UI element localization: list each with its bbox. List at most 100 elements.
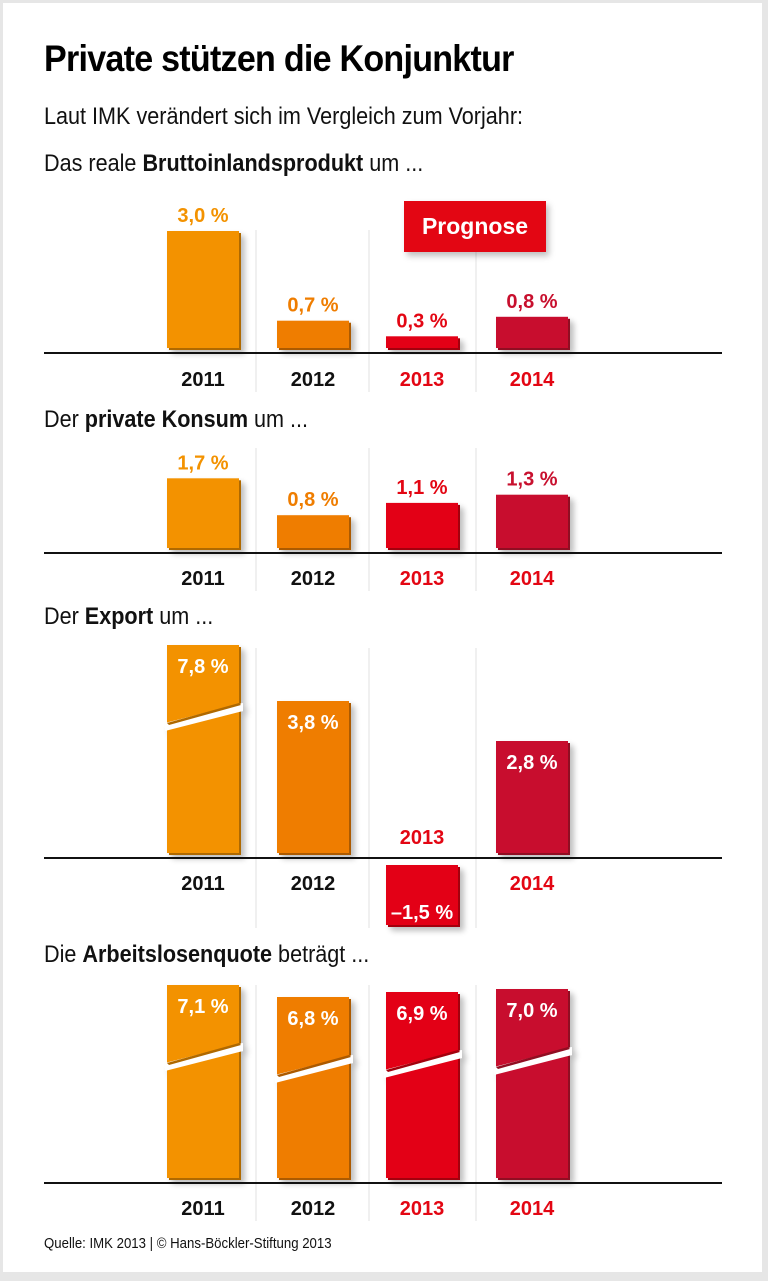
bar-break <box>165 703 243 731</box>
section-title-pre: Das reale <box>44 150 143 177</box>
prognose-badge: Prognose <box>404 201 546 252</box>
bar-face <box>386 865 458 925</box>
section-title-bold: Export <box>84 603 154 630</box>
section-title-post: beträgt ... <box>272 941 370 968</box>
section-title-post: um ... <box>248 406 309 433</box>
bar-2012 <box>275 997 353 1180</box>
year-label: 2012 <box>291 369 336 391</box>
bar-2012 <box>277 320 351 350</box>
bar-face <box>167 985 239 1178</box>
year-label: 2014 <box>510 568 555 590</box>
bar-break <box>165 1043 243 1071</box>
bar-face <box>167 478 239 548</box>
bar-2011 <box>167 231 241 350</box>
value-label: 0,8 % <box>287 489 338 511</box>
bar-face <box>386 336 458 348</box>
section-title-pre: Die <box>44 941 83 968</box>
bar-face <box>277 320 349 348</box>
section-title-bold: Bruttoinlandsprodukt <box>142 150 364 177</box>
bar-break-edge <box>496 1047 570 1069</box>
bar-2013 <box>384 992 462 1180</box>
bar-face <box>386 502 458 548</box>
bar-face <box>496 494 568 548</box>
bar-face <box>496 316 568 348</box>
section-title-bold: private Konsum <box>84 406 249 433</box>
bar-2013 <box>386 502 460 550</box>
bar-2013 <box>386 865 460 927</box>
value-label: 0,8 % <box>506 291 557 313</box>
bar-2014 <box>494 989 572 1180</box>
value-label: 1,3 % <box>506 469 557 491</box>
bar-2012 <box>277 701 351 855</box>
year-label: 2011 <box>181 369 224 391</box>
year-label: 2013 <box>400 827 445 849</box>
infographic-frame <box>3 3 762 1272</box>
bar-break-edge <box>277 1055 351 1077</box>
bar-face <box>167 231 239 348</box>
bar-break <box>494 1047 572 1075</box>
bar-break-edge <box>167 703 241 725</box>
bar-2011 <box>165 645 243 855</box>
section-title-post: um ... <box>153 603 214 630</box>
year-label: 2014 <box>510 1198 555 1220</box>
year-label: 2013 <box>400 1198 445 1220</box>
value-label: 0,7 % <box>287 295 338 317</box>
value-label: 7,8 % <box>177 656 228 678</box>
value-label: 7,1 % <box>177 996 228 1018</box>
chart-4: 7,1 % 2011 6,8 % 2012 6,9 % 2013 7,0 % 2014 <box>44 985 722 1221</box>
source-note: Quelle: IMK 2013 | © Hans-Böckler-Stiftu… <box>44 1235 332 1252</box>
section-title-gdp: Das reale Bruttoinlandsprodukt um ... <box>44 150 423 178</box>
year-label: 2011 <box>181 568 224 590</box>
bar-2013 <box>386 336 460 350</box>
bar-face <box>277 997 349 1178</box>
bar-face <box>496 741 568 853</box>
chart-1: 3,0 % 2011 0,7 % 2012 0,3 % 2013 0,8 % 2014 <box>44 205 722 392</box>
value-label: 3,8 % <box>287 712 338 734</box>
chart-2: 1,7 % 2011 0,8 % 2012 1,1 % 2013 1,3 % 2014 <box>44 448 722 591</box>
page-title: Private stützen die Konjunktur <box>44 38 514 79</box>
section-title-pre: Der <box>44 406 85 433</box>
year-label: 2012 <box>291 568 336 590</box>
value-label: 3,0 % <box>177 205 228 227</box>
chart-3: 7,8 % 2011 3,8 % 2012 –1,5 % 2013 2,8 % 2014 <box>44 645 722 928</box>
bar-2011 <box>167 478 241 550</box>
value-label: –1,5 % <box>391 902 453 924</box>
value-label: 2,8 % <box>506 752 557 774</box>
section-title-bold: Arbeitslosenquote <box>82 941 273 968</box>
bar-face <box>167 645 239 853</box>
section-title-consumption: Der private Konsum um ... <box>44 406 308 434</box>
section-title-unemployment: Die Arbeitslosenquote beträgt ... <box>44 941 369 969</box>
bar-2012 <box>277 515 351 550</box>
year-label: 2013 <box>400 568 445 590</box>
year-label: 2011 <box>181 873 224 895</box>
bar-2014 <box>496 494 570 550</box>
bar-face <box>386 992 458 1178</box>
bar-break <box>384 1050 462 1078</box>
value-label: 1,7 % <box>177 452 228 474</box>
section-title-post: um ... <box>363 150 424 177</box>
subtitle: Laut IMK verändert sich im Vergleich zum… <box>44 103 524 130</box>
value-label: 1,1 % <box>396 477 447 499</box>
year-label: 2014 <box>510 369 555 391</box>
year-label: 2012 <box>291 873 336 895</box>
section-title-pre: Der <box>44 603 85 630</box>
value-label: 6,9 % <box>396 1003 447 1025</box>
bar-face <box>277 701 349 853</box>
year-label: 2011 <box>181 1198 224 1220</box>
year-label: 2014 <box>510 873 555 895</box>
year-label: 2012 <box>291 1198 336 1220</box>
bar-2014 <box>496 316 570 350</box>
value-label: 6,8 % <box>287 1008 338 1030</box>
bar-face <box>496 989 568 1178</box>
year-label: 2013 <box>400 369 445 391</box>
bar-face <box>277 515 349 548</box>
value-label: 0,3 % <box>396 310 447 332</box>
bar-2011 <box>165 985 243 1180</box>
section-title-export: Der Export um ... <box>44 603 213 631</box>
bar-break-edge <box>386 1050 460 1072</box>
bar-break-edge <box>167 1043 241 1065</box>
value-label: 7,0 % <box>506 1000 557 1022</box>
bar-break <box>275 1055 353 1083</box>
bar-2014 <box>496 741 570 855</box>
